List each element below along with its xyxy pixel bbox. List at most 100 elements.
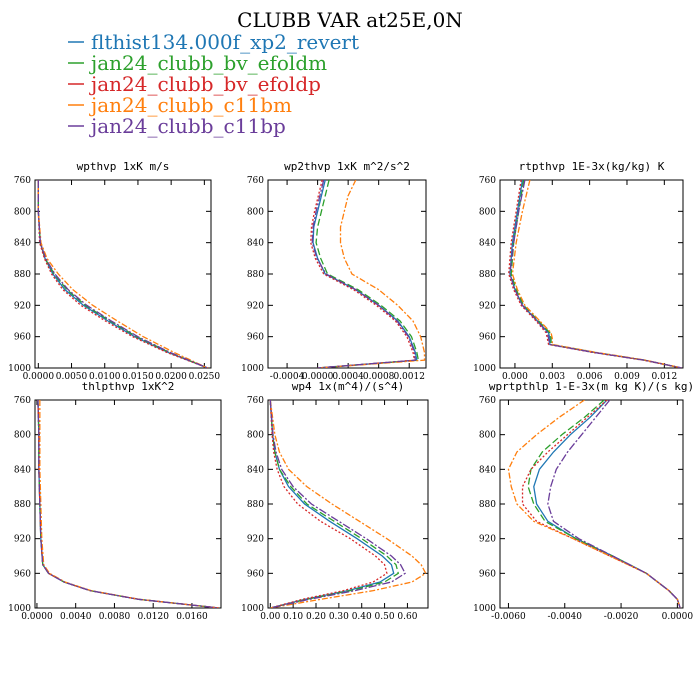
y-tick-label: 800 [14, 207, 31, 217]
y-tick-label: 840 [479, 465, 496, 475]
series-group [269, 400, 427, 608]
plot-frame [267, 179, 427, 369]
series-line-2 [315, 180, 420, 368]
panel-1: wpthvp 1xK m/s76080084088092096010000.00… [8, 160, 220, 382]
legend-item: jan24_clubb_c11bp [68, 114, 286, 138]
x-tick-label: 0.0080 [99, 612, 131, 622]
plot-frame [499, 179, 684, 369]
y-tick-label: 960 [479, 569, 496, 579]
series-line-5 [311, 180, 417, 368]
series-group [310, 180, 426, 368]
legend-item: jan24_clubb_bv_efoldp [68, 72, 321, 96]
x-tick-label: 0.0250 [189, 372, 221, 382]
y-tick-label: 920 [247, 301, 264, 311]
x-tick-label: 0.0040 [60, 612, 92, 622]
y-tick-label: 1000 [241, 604, 264, 614]
x-tick-label: 0.40 [352, 612, 372, 622]
series-line-4 [511, 180, 682, 368]
legend-label: jan24_clubb_c11bm [89, 93, 292, 117]
panel-title: rtpthvp 1E-3x(kg/kg) K [519, 160, 665, 173]
series-line-2 [37, 180, 208, 368]
x-tick-label: -0.0020 [604, 612, 639, 622]
series-line-3 [310, 180, 416, 368]
plot-frame [34, 179, 212, 369]
y-tick-label: 760 [479, 176, 496, 186]
series-line-1 [533, 400, 681, 608]
figure-title: CLUBB VAR at25E,0N [237, 8, 463, 32]
x-tick-label: 0.0100 [89, 372, 121, 382]
series-line-5 [37, 180, 208, 368]
plot-frame [499, 399, 684, 609]
series-line-1 [37, 400, 220, 608]
legend: flthist134.000f_xp2_revertjan24_clubb_bv… [68, 30, 359, 138]
x-tick-label: 0.0000 [662, 612, 694, 622]
y-tick-label: 920 [479, 535, 496, 545]
x-tick-label: 0.0150 [122, 372, 154, 382]
legend-label: jan24_clubb_bv_efoldm [89, 51, 327, 75]
series-line-4 [317, 180, 426, 368]
y-tick-label: 1000 [241, 364, 264, 374]
series-line-1 [312, 180, 418, 368]
x-tick-label: 0.012 [651, 372, 677, 382]
series-line-3 [37, 180, 208, 368]
y-tick-label: 800 [479, 431, 496, 441]
y-tick-label: 880 [479, 500, 496, 510]
series-line-4 [37, 180, 208, 368]
legend-label: jan24_clubb_bv_efoldp [89, 72, 321, 96]
legend-item: jan24_clubb_c11bm [68, 93, 292, 117]
y-tick-label: 840 [247, 239, 264, 249]
y-tick-label: 1000 [8, 364, 31, 374]
plot-frame [267, 399, 429, 609]
x-tick-label: 0.0004 [332, 372, 364, 382]
y-tick-label: 960 [14, 569, 31, 579]
y-tick-label: 920 [247, 535, 264, 545]
series-line-3 [269, 400, 388, 608]
y-tick-label: 960 [247, 569, 264, 579]
x-tick-label: -0.0040 [547, 612, 582, 622]
x-tick-label: 0.0008 [363, 372, 395, 382]
y-tick-label: 1000 [473, 364, 496, 374]
panel-title: wp4 1x(m^4)/(s^4) [292, 380, 405, 393]
y-tick-label: 960 [14, 333, 31, 343]
y-tick-label: 800 [14, 431, 31, 441]
x-tick-label: 0.10 [283, 612, 303, 622]
y-tick-label: 760 [247, 176, 264, 186]
panel-title: wpthvp 1xK m/s [77, 160, 170, 173]
y-tick-label: 960 [479, 333, 496, 343]
x-tick-label: 0.0012 [393, 372, 425, 382]
x-tick-label: 0.009 [614, 372, 640, 382]
y-tick-label: 880 [14, 500, 31, 510]
x-tick-label: 0.0050 [56, 372, 88, 382]
legend-item: jan24_clubb_bv_efoldm [68, 51, 327, 75]
panel-4: thlpthvp 1xK^276080084088092096010000.00… [8, 380, 222, 622]
series-line-5 [269, 400, 406, 608]
series-line-3 [521, 400, 681, 608]
series-line-2 [269, 400, 400, 608]
x-tick-label: 0.00 [260, 612, 280, 622]
series-line-2 [37, 400, 220, 608]
series-line-2 [510, 180, 682, 368]
y-tick-label: 800 [479, 207, 496, 217]
x-tick-label: -0.0060 [491, 612, 526, 622]
y-tick-label: 840 [479, 239, 496, 249]
x-tick-label: 0.000 [502, 372, 528, 382]
series-line-3 [508, 180, 682, 368]
y-tick-label: 760 [247, 396, 264, 406]
x-tick-label: 0.0200 [155, 372, 187, 382]
y-tick-label: 880 [247, 500, 264, 510]
panel-title: thlpthvp 1xK^2 [82, 380, 175, 393]
y-tick-label: 800 [247, 207, 264, 217]
panel-title: wprtpthlp 1-E-3x(m kg K)/(s kg) [489, 380, 694, 393]
plot-frame [34, 399, 222, 609]
panel-2: wp2thvp 1xK m^2/s^2 760 800 840 880 920 960 100… [241, 160, 427, 382]
y-tick-label: 800 [247, 431, 264, 441]
series-line-4 [507, 400, 681, 608]
panel-6: wprtpthlp 1-E-3x(m kg K)/(s kg) 760 800 840… [473, 380, 694, 622]
series-group [508, 180, 682, 368]
x-tick-label: -0.0004 [270, 372, 305, 382]
y-tick-label: 920 [14, 535, 31, 545]
x-tick-label: 0.003 [539, 372, 565, 382]
y-tick-label: 960 [247, 333, 264, 343]
series-line-4 [39, 400, 220, 608]
